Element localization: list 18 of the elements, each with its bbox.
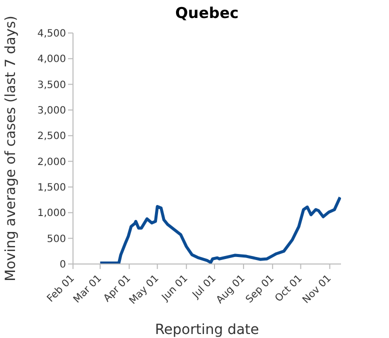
y-tick-label: 1,000 [37,208,66,220]
x-axis-title: Reporting date [154,322,260,338]
y-tick-label: 1,500 [37,182,66,194]
y-axis-title: Moving average of cases (last 7 days) [2,16,19,282]
y-tick-label: 4,000 [37,54,66,66]
line-series [98,196,341,264]
y-tick-label: 3,500 [37,80,66,91]
y-tick-label: 3,000 [37,106,66,117]
y-tick-label: 2,500 [37,131,66,142]
x-tick-label: Nov 01 [300,273,334,306]
chart-title: Quebec [174,4,240,22]
y-tick-label: 4,500 [37,28,66,40]
y-tick-label: 500 [46,234,66,245]
x-tick-label: Jul 01 [190,273,218,302]
x-tick-label: Jun 01 [159,273,190,304]
x-tick-label: Sep 01 [244,273,276,306]
y-tick-label: 2,000 [37,156,66,168]
y-tick-label: 0 [60,260,66,271]
